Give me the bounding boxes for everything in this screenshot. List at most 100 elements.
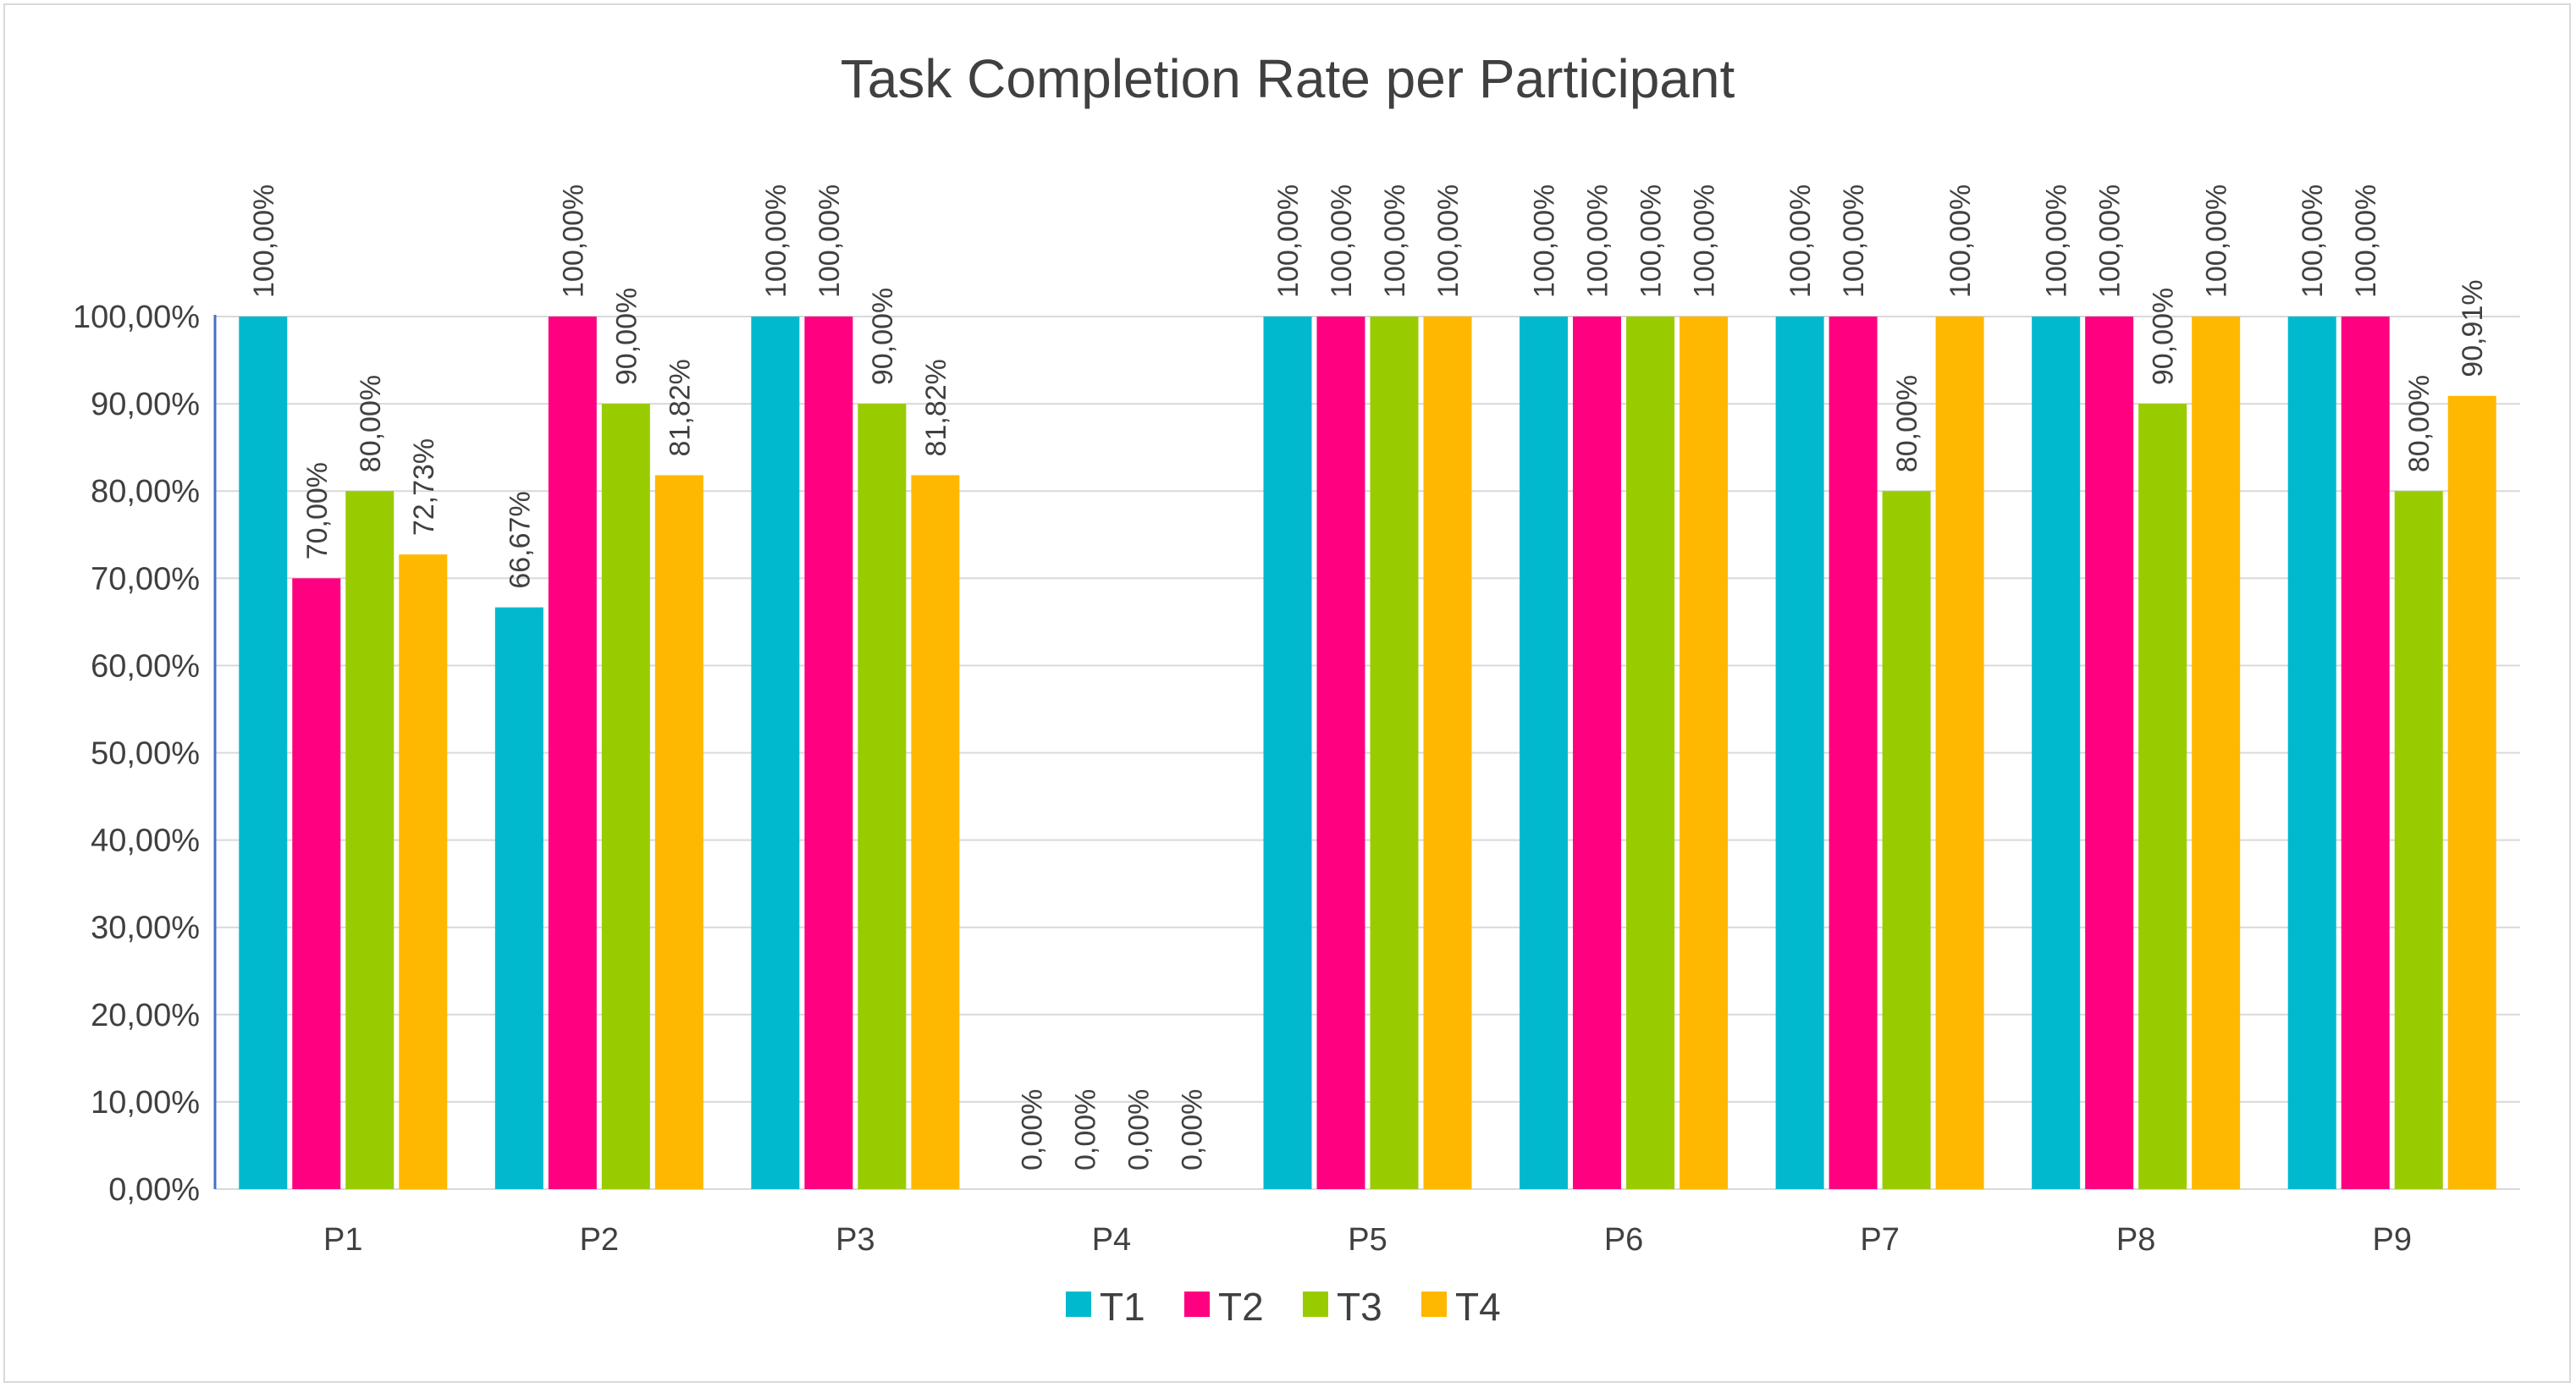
data-label: 100,00%: [248, 185, 280, 298]
bar-t3-p7: [1882, 491, 1931, 1189]
data-label: 100,00%: [1689, 185, 1721, 298]
legend-swatch-t3: [1303, 1292, 1328, 1317]
data-label: 72,73%: [408, 438, 440, 536]
bar-t3-p3: [858, 404, 907, 1190]
bar-t2-p5: [1316, 317, 1365, 1189]
chart-title: Task Completion Rate per Participant: [841, 48, 1735, 109]
data-label: 100,00%: [2041, 185, 2073, 298]
y-tick-label: 10,00%: [91, 1085, 200, 1121]
bar-t2-p7: [1829, 317, 1878, 1189]
bar-t1-p1: [239, 317, 288, 1189]
data-label: 100,00%: [1944, 185, 1977, 298]
data-label: 100,00%: [2350, 185, 2382, 298]
data-label: 66,67%: [504, 491, 536, 588]
legend-label-t4: T4: [1455, 1285, 1501, 1329]
data-labels: 100,00% 70,00% 80,00% 72,73% 66,67% 100,00% 90…: [248, 185, 2489, 1170]
data-label: 100,00%: [1432, 185, 1465, 298]
data-label: 0,00%: [1069, 1089, 1101, 1170]
data-label: 90,00%: [2148, 288, 2180, 385]
data-label: 0,00%: [1176, 1089, 1208, 1170]
bar-t2-p3: [804, 317, 853, 1189]
legend-swatch-t2: [1184, 1292, 1210, 1317]
bar-t3-p2: [601, 404, 650, 1190]
data-label: 100,00%: [1326, 185, 1358, 298]
bar-t3-p8: [2138, 404, 2187, 1190]
data-label: 100,00%: [1838, 185, 1870, 298]
data-label: 90,00%: [867, 288, 899, 385]
bar-t4-p3: [911, 475, 960, 1189]
legend-swatch-t1: [1066, 1292, 1091, 1317]
y-tick-label: 100,00%: [73, 300, 200, 335]
y-tick-label: 90,00%: [91, 387, 200, 422]
data-label: 90,91%: [2457, 279, 2489, 377]
data-label: 80,00%: [355, 375, 387, 472]
legend-label-t1: T1: [1100, 1285, 1145, 1329]
data-label: 0,00%: [1016, 1089, 1048, 1170]
data-label: 100,00%: [1379, 185, 1411, 298]
x-category-label: P5: [1348, 1222, 1387, 1258]
data-label: 80,00%: [1891, 375, 1923, 472]
y-tick-label: 80,00%: [91, 474, 200, 509]
y-tick-label: 70,00%: [91, 561, 200, 597]
y-tick-label: 50,00%: [91, 736, 200, 772]
x-category-label: P3: [836, 1222, 874, 1258]
bar-t2-p9: [2341, 317, 2390, 1189]
x-category-label: P6: [1604, 1222, 1643, 1258]
bar-t4-p2: [654, 475, 703, 1189]
data-label: 100,00%: [2297, 185, 2329, 298]
bar-t4-p9: [2447, 395, 2496, 1189]
x-category-label: P9: [2372, 1222, 2411, 1258]
x-category-label: P4: [1092, 1222, 1131, 1258]
y-tick-label: 20,00%: [91, 998, 200, 1033]
data-label: 81,82%: [920, 359, 952, 456]
data-label: 81,82%: [664, 359, 696, 456]
bar-t1-p9: [2287, 317, 2336, 1189]
data-label: 100,00%: [1784, 185, 1817, 298]
bar-t1-p8: [2032, 317, 2081, 1189]
y-tick-label: 40,00%: [91, 823, 200, 859]
legend-swatch-t4: [1421, 1292, 1447, 1317]
x-category-label: P8: [2116, 1222, 2155, 1258]
data-label: 100,00%: [557, 185, 589, 298]
y-tick-label: 30,00%: [91, 911, 200, 946]
bar-t1-p5: [1263, 317, 1312, 1189]
data-label: 100,00%: [2201, 185, 2233, 298]
data-label: 100,00%: [760, 185, 792, 298]
y-axis-ticks: 0,00% 10,00% 20,00% 30,00% 40,00% 50,00% 60,00…: [73, 300, 200, 1208]
bar-t4-p7: [1935, 317, 1984, 1189]
data-label: 70,00%: [301, 462, 334, 559]
y-tick-label: 0,00%: [108, 1172, 200, 1208]
bar-t2-p2: [548, 317, 597, 1189]
bar-t2-p1: [292, 578, 341, 1189]
bar-t4-p1: [399, 554, 448, 1189]
x-category-label: P7: [1860, 1222, 1899, 1258]
data-label: 100,00%: [2094, 185, 2126, 298]
y-tick-label: 60,00%: [91, 648, 200, 684]
data-label: 100,00%: [1636, 185, 1668, 298]
legend-label-t3: T3: [1337, 1285, 1382, 1329]
x-category-label: P2: [580, 1222, 619, 1258]
bar-t3-p9: [2394, 491, 2443, 1189]
data-label: 100,00%: [814, 185, 846, 298]
bars: [239, 317, 2496, 1190]
data-label: 90,00%: [610, 288, 643, 385]
legend: T1 T2 T3 T4: [1066, 1285, 1501, 1329]
bar-t1-p6: [1520, 317, 1569, 1189]
data-label: 100,00%: [1582, 185, 1614, 298]
bar-t3-p6: [1626, 317, 1675, 1189]
legend-label-t2: T2: [1218, 1285, 1264, 1329]
bar-t3-p1: [345, 491, 394, 1189]
data-label: 80,00%: [2403, 375, 2435, 472]
bar-t1-p7: [1775, 317, 1824, 1189]
data-label: 100,00%: [1529, 185, 1561, 298]
bar-t4-p5: [1423, 317, 1472, 1189]
bar-t4-p6: [1680, 317, 1729, 1189]
bar-t2-p8: [2085, 317, 2134, 1189]
bar-t1-p3: [751, 317, 800, 1189]
bar-t1-p2: [494, 607, 543, 1189]
gridlines: [215, 316, 2520, 1190]
bar-t2-p6: [1573, 317, 1622, 1189]
data-label: 0,00%: [1123, 1089, 1155, 1170]
x-category-label: P1: [323, 1222, 362, 1258]
